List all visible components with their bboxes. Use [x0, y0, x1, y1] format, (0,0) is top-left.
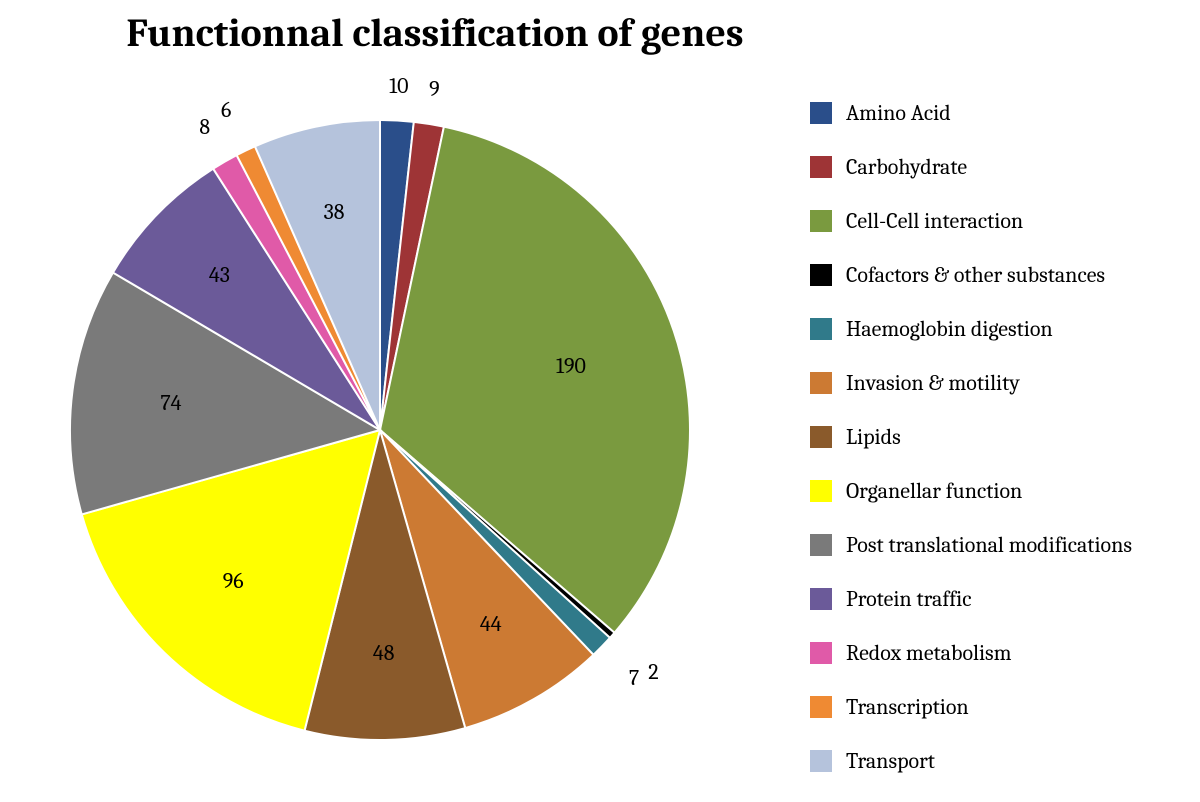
slice-value-label: 38	[324, 199, 345, 225]
legend-item: Invasion & motility	[810, 370, 1180, 396]
legend-swatch	[810, 642, 832, 664]
legend-label: Redox metabolism	[846, 640, 1012, 666]
slice-value-label: 10	[389, 73, 408, 99]
legend: Amino Acid Carbohydrate Cell-Cell interact…	[810, 100, 1180, 802]
chart-title: Functionnal classification of genes	[0, 10, 870, 56]
legend-swatch	[810, 156, 832, 178]
legend-item: Post translational modifications	[810, 532, 1180, 558]
legend-label: Lipids	[846, 424, 901, 450]
legend-item: Protein traffic	[810, 586, 1180, 612]
legend-item: Lipids	[810, 424, 1180, 450]
slice-value-label: 74	[160, 390, 181, 416]
slice-value-label: 48	[373, 640, 395, 666]
legend-label: Cell-Cell interaction	[846, 208, 1023, 234]
legend-label: Post translational modifications	[846, 532, 1132, 558]
slice-value-label: 8	[199, 114, 210, 140]
legend-swatch	[810, 696, 832, 718]
slice-value-label: 2	[648, 659, 658, 685]
slice-value-label: 190	[556, 353, 586, 379]
legend-swatch	[810, 264, 832, 286]
legend-label: Transcription	[846, 694, 969, 720]
legend-item: Amino Acid	[810, 100, 1180, 126]
legend-swatch	[810, 750, 832, 772]
legend-item: Organellar function	[810, 478, 1180, 504]
legend-label: Invasion & motility	[846, 370, 1020, 396]
legend-label: Organellar function	[846, 478, 1022, 504]
legend-label: Cofactors & other substances	[846, 262, 1105, 288]
legend-swatch	[810, 426, 832, 448]
slice-value-label: 7	[629, 665, 639, 691]
slice-value-label: 43	[209, 262, 230, 288]
legend-item: Cofactors & other substances	[810, 262, 1180, 288]
legend-label: Haemoglobin digestion	[846, 316, 1053, 342]
legend-item: Carbohydrate	[810, 154, 1180, 180]
legend-item: Transcription	[810, 694, 1180, 720]
slice-value-label: 96	[223, 568, 244, 594]
legend-label: Protein traffic	[846, 586, 972, 612]
legend-swatch	[810, 372, 832, 394]
legend-label: Transport	[846, 748, 935, 774]
legend-swatch	[810, 102, 832, 124]
legend-item: Transport	[810, 748, 1180, 774]
legend-item: Cell-Cell interaction	[810, 208, 1180, 234]
legend-swatch	[810, 588, 832, 610]
legend-swatch	[810, 318, 832, 340]
slice-value-label: 6	[221, 97, 231, 123]
legend-swatch	[810, 534, 832, 556]
legend-label: Carbohydrate	[846, 154, 967, 180]
slice-value-label: 9	[429, 76, 440, 102]
legend-swatch	[810, 210, 832, 232]
legend-label: Amino Acid	[846, 100, 951, 126]
legend-item: Haemoglobin digestion	[810, 316, 1180, 342]
pie-chart: 1091902744489674438638	[40, 90, 720, 770]
legend-item: Redox metabolism	[810, 640, 1180, 666]
slice-value-label: 44	[480, 611, 502, 637]
legend-swatch	[810, 480, 832, 502]
